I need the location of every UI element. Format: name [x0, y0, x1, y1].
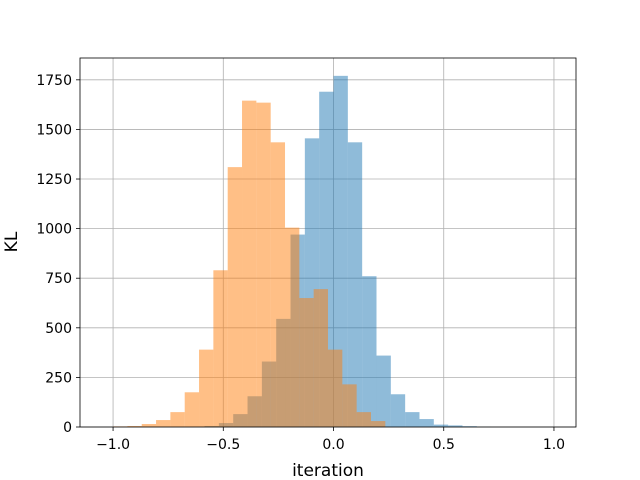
histogram-bar	[362, 276, 377, 427]
histogram-bar	[328, 349, 343, 427]
x-tick-label: 0.0	[322, 437, 344, 453]
histogram-bar	[242, 100, 257, 427]
histogram-bar	[356, 412, 371, 427]
series-1-bars	[113, 100, 386, 428]
y-tick-label: 1000	[36, 222, 72, 238]
histogram-bar	[376, 355, 391, 427]
histogram-bar	[156, 420, 171, 427]
histogram-bar	[227, 167, 243, 427]
histogram-bar	[419, 419, 434, 427]
x-axis-label: iteration	[292, 461, 364, 480]
histogram-bar	[285, 227, 300, 427]
histogram-bar	[448, 425, 463, 427]
y-tick-label: 1500	[36, 122, 72, 138]
y-tick-label: 250	[45, 370, 72, 386]
x-tick-label: 0.5	[433, 437, 455, 453]
y-tick-label: 1750	[36, 73, 72, 89]
histogram-bar	[390, 394, 406, 427]
histogram-bar	[313, 289, 328, 427]
histogram-bar	[333, 75, 348, 428]
histogram-bar	[342, 384, 357, 427]
y-axis-label: KL	[2, 231, 22, 252]
histogram-bar	[405, 412, 420, 427]
x-tick-label: −1.0	[96, 437, 130, 453]
histogram-bar	[184, 392, 200, 427]
y-tick-label: 750	[45, 271, 72, 287]
plot-frame	[79, 57, 577, 428]
axis-ticks: −1.0 −0.5 0.0 0.5 1.0 0 250 500 750 1000 1250 1500 1…	[36, 73, 565, 453]
histogram-bar	[433, 424, 449, 427]
histogram-bar	[170, 412, 185, 427]
histogram-bar	[299, 298, 314, 427]
histogram-bars	[113, 75, 492, 428]
histogram-bar	[347, 142, 363, 427]
histogram-bar	[213, 270, 228, 427]
x-tick-label: 1.0	[543, 437, 565, 453]
histogram-bar	[141, 424, 157, 427]
y-tick-label: 1250	[36, 172, 72, 188]
y-tick-label: 500	[45, 321, 72, 337]
y-tick-label: 0	[63, 420, 72, 436]
histogram-bar	[270, 142, 286, 427]
histogram-bar	[199, 349, 214, 427]
histogram-bar	[127, 426, 142, 427]
histogram-bar	[256, 102, 271, 428]
histogram-bar	[370, 421, 386, 427]
x-tick-label: −0.5	[206, 437, 240, 453]
